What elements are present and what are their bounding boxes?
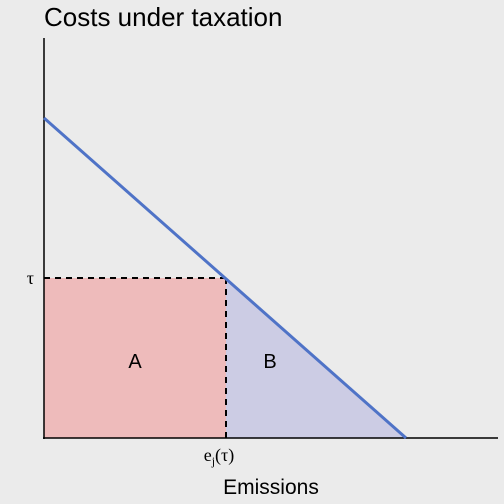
x-tick-label-emissions: ej(τ) xyxy=(204,445,235,468)
region-a-label: A xyxy=(128,351,142,373)
x-tick-base: e xyxy=(204,445,212,465)
region-a-fill xyxy=(44,278,226,438)
x-tick-argument: (τ) xyxy=(215,445,234,466)
y-tick-label-tau: τ xyxy=(27,268,34,288)
x-tick-subscript: j xyxy=(211,454,215,468)
chart-title: Costs under taxation xyxy=(44,2,282,32)
region-b-label: B xyxy=(263,351,276,373)
x-axis-label: Emissions xyxy=(223,476,319,499)
marginal-cost-line xyxy=(43,116,407,440)
